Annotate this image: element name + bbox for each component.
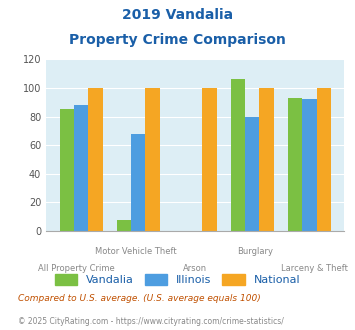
Text: All Property Crime: All Property Crime [38, 264, 114, 273]
Text: Burglary: Burglary [237, 248, 273, 256]
Bar [74, 105, 88, 231]
Legend: Vandalia, Illinois, National: Vandalia, Illinois, National [50, 270, 305, 290]
Bar [288, 98, 302, 231]
Text: Larceny & Theft: Larceny & Theft [281, 264, 348, 273]
Text: Property Crime Comparison: Property Crime Comparison [69, 33, 286, 47]
Bar [88, 88, 103, 231]
Bar [131, 134, 145, 231]
Text: Motor Vehicle Theft: Motor Vehicle Theft [95, 248, 176, 256]
Bar [245, 116, 260, 231]
Text: 2019 Vandalia: 2019 Vandalia [122, 8, 233, 22]
Text: Compared to U.S. average. (U.S. average equals 100): Compared to U.S. average. (U.S. average … [18, 294, 261, 303]
Bar [60, 110, 74, 231]
Bar [117, 219, 131, 231]
Bar [260, 88, 274, 231]
Bar [231, 80, 245, 231]
Bar [202, 88, 217, 231]
Bar [302, 99, 317, 231]
Text: © 2025 CityRating.com - https://www.cityrating.com/crime-statistics/: © 2025 CityRating.com - https://www.city… [18, 317, 284, 326]
Text: Arson: Arson [183, 264, 207, 273]
Bar [317, 88, 331, 231]
Bar [145, 88, 160, 231]
